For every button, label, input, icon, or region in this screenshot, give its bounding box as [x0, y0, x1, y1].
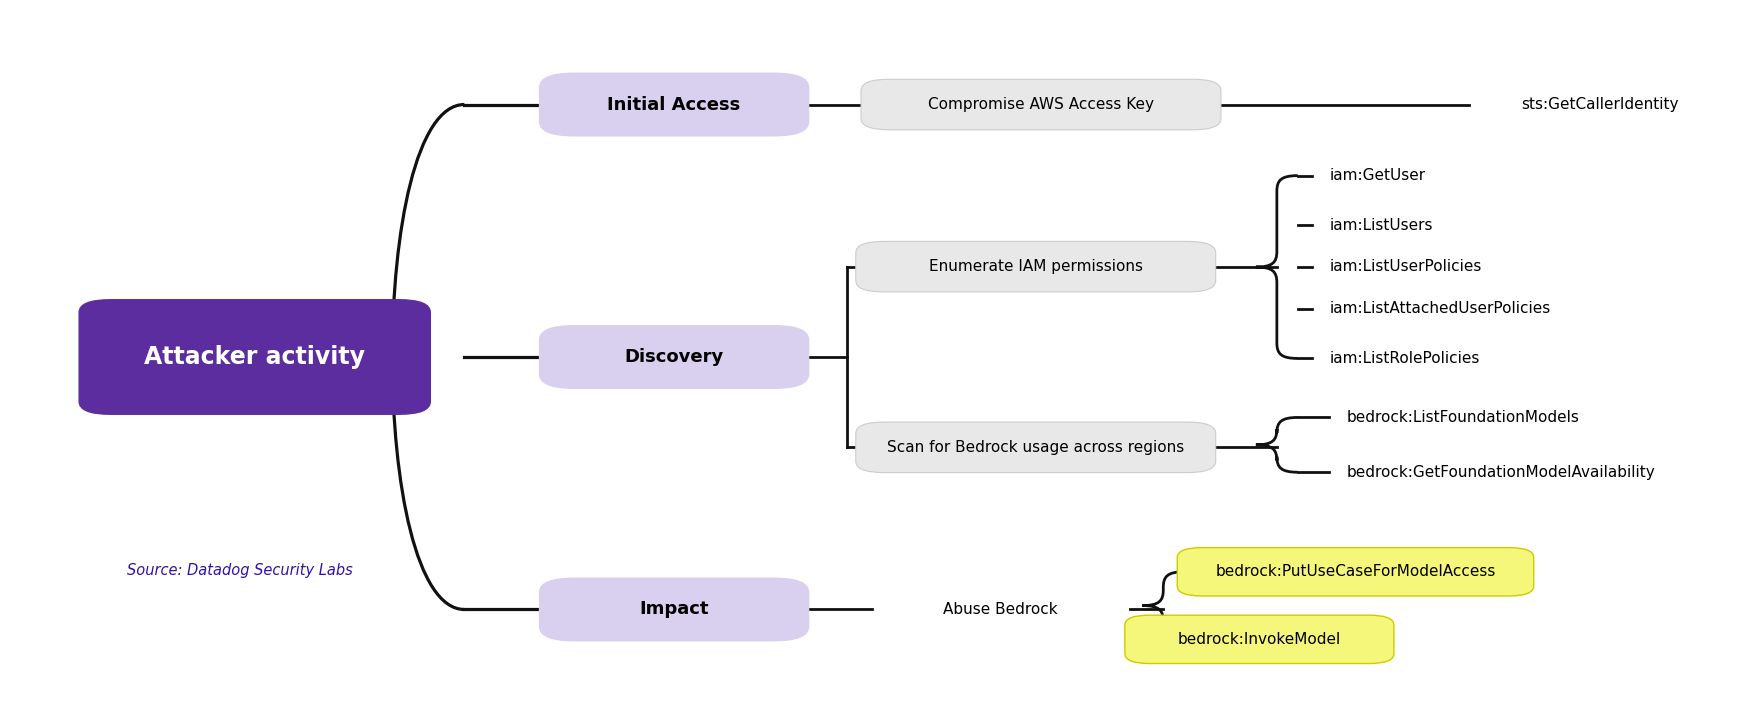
FancyBboxPatch shape — [856, 241, 1216, 292]
Text: Attacker activity: Attacker activity — [144, 345, 366, 369]
FancyBboxPatch shape — [539, 578, 808, 640]
Text: Impact: Impact — [639, 600, 709, 618]
Text: Initial Access: Initial Access — [607, 96, 740, 114]
FancyBboxPatch shape — [1178, 548, 1533, 596]
FancyBboxPatch shape — [1125, 615, 1395, 663]
FancyBboxPatch shape — [79, 300, 430, 414]
Text: Abuse Bedrock: Abuse Bedrock — [943, 602, 1059, 617]
FancyBboxPatch shape — [539, 74, 808, 136]
Text: Enumerate IAM permissions: Enumerate IAM permissions — [929, 259, 1143, 274]
Text: bedrock:PutUseCaseForModelAccess: bedrock:PutUseCaseForModelAccess — [1214, 564, 1496, 579]
FancyBboxPatch shape — [861, 79, 1222, 130]
Text: Scan for Bedrock usage across regions: Scan for Bedrock usage across regions — [887, 440, 1185, 455]
Text: bedrock:InvokeModel: bedrock:InvokeModel — [1178, 632, 1340, 647]
Text: Source: Datadog Security Labs: Source: Datadog Security Labs — [128, 563, 354, 578]
Text: sts:GetCallerIdentity: sts:GetCallerIdentity — [1521, 97, 1678, 112]
Text: Discovery: Discovery — [625, 348, 724, 366]
Text: iam:ListUserPolicies: iam:ListUserPolicies — [1330, 259, 1482, 274]
Text: bedrock:ListFoundationModels: bedrock:ListFoundationModels — [1348, 410, 1580, 425]
Text: iam:GetUser: iam:GetUser — [1330, 168, 1426, 183]
Text: bedrock:GetFoundationModelAvailability: bedrock:GetFoundationModelAvailability — [1348, 465, 1656, 480]
FancyBboxPatch shape — [856, 422, 1216, 473]
Text: iam:ListAttachedUserPolicies: iam:ListAttachedUserPolicies — [1330, 301, 1550, 316]
Text: iam:ListRolePolicies: iam:ListRolePolicies — [1330, 351, 1480, 366]
Text: Compromise AWS Access Key: Compromise AWS Access Key — [928, 97, 1153, 112]
Text: iam:ListUsers: iam:ListUsers — [1330, 218, 1433, 233]
FancyBboxPatch shape — [539, 326, 808, 388]
